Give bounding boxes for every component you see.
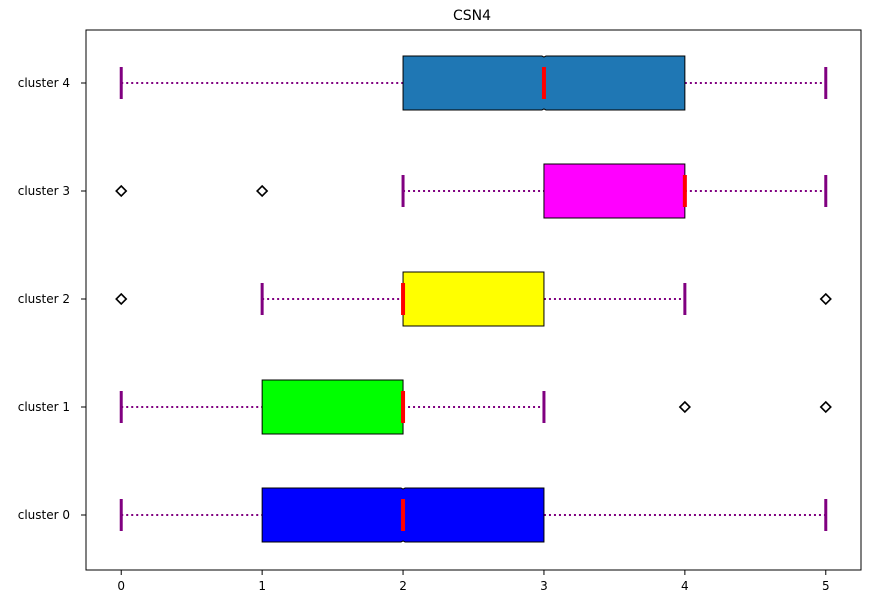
- outlier-point: [819, 400, 832, 414]
- x-tick-label: 0: [117, 579, 125, 593]
- plot-marks: [115, 55, 832, 543]
- y-tick-label: cluster 2: [18, 292, 70, 306]
- x-tick-label: 1: [258, 579, 266, 593]
- outlier-point: [678, 400, 691, 414]
- box-group-cluster-0: [119, 487, 828, 543]
- y-tick-label: cluster 3: [18, 184, 70, 198]
- outlier-point: [819, 292, 832, 306]
- box-group-cluster-4: [119, 55, 828, 111]
- outlier-point: [115, 184, 128, 198]
- outlier-point: [256, 184, 269, 198]
- x-axis: 0 1 2 3 4 5: [117, 570, 830, 593]
- y-tick-label: cluster 1: [18, 400, 70, 414]
- box: [402, 271, 545, 327]
- y-axis: cluster 0 cluster 1 cluster 2 cluster 3 clus…: [18, 76, 86, 522]
- x-tick-label: 5: [822, 579, 830, 593]
- x-tick-label: 4: [681, 579, 689, 593]
- y-tick-label: cluster 4: [18, 76, 70, 90]
- x-tick-label: 3: [540, 579, 548, 593]
- box: [543, 163, 686, 219]
- y-tick-label: cluster 0: [18, 508, 70, 522]
- box-group-cluster-3: [115, 163, 828, 219]
- box-group-cluster-2: [115, 271, 832, 327]
- plot-area-frame: [85, 29, 862, 571]
- chart-title: CSN4: [453, 8, 491, 24]
- box: [261, 379, 404, 435]
- outlier-point: [115, 292, 128, 306]
- box-group-cluster-1: [119, 379, 832, 435]
- x-tick-label: 2: [399, 579, 407, 593]
